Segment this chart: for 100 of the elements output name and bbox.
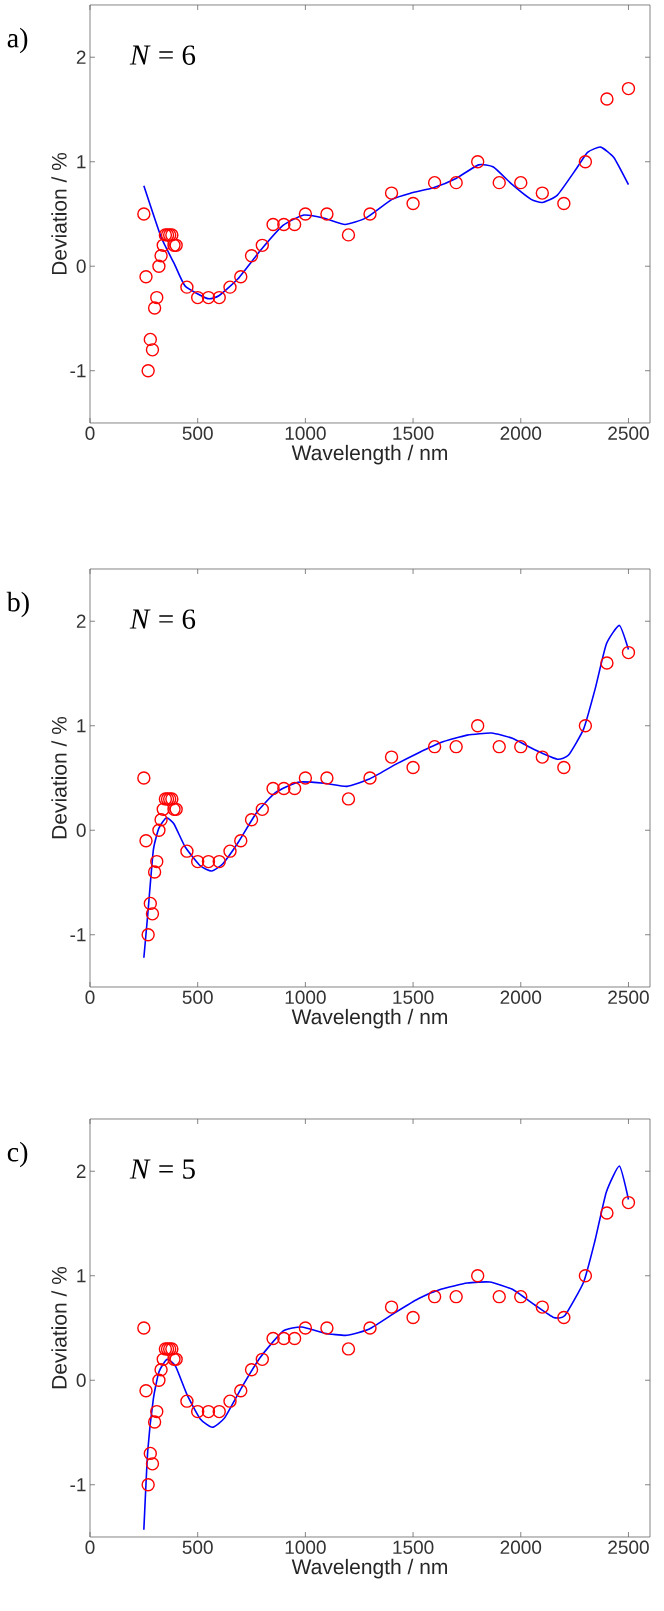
line-series (143, 146, 630, 300)
y-tick-label: 0 (76, 1373, 86, 1387)
x-tick-label: 2000 (500, 1540, 542, 1554)
point (535, 186, 550, 200)
y-axis-title: Deviation / % (51, 716, 67, 839)
point (406, 760, 420, 775)
y-axis-title: Deviation / % (51, 1266, 67, 1389)
point (223, 844, 237, 858)
point (152, 259, 166, 273)
point (277, 781, 291, 796)
point (137, 1321, 151, 1335)
point (320, 207, 334, 221)
point (406, 196, 420, 211)
point (255, 238, 270, 253)
point (287, 781, 302, 796)
text: c) (7, 1141, 28, 1168)
point (492, 1289, 506, 1304)
point (201, 1404, 216, 1419)
annotation: N = 6 (129, 45, 196, 65)
point (147, 301, 162, 315)
point (578, 155, 593, 169)
y-tick-label: 0 (76, 823, 86, 837)
x-tick-label: 1000 (285, 426, 326, 440)
point (141, 1478, 155, 1492)
point (139, 833, 153, 848)
point (154, 813, 168, 827)
text: a) (7, 27, 28, 54)
point (600, 92, 614, 106)
y-axis-title: Deviation / % (51, 152, 67, 275)
point (152, 823, 166, 837)
point (156, 238, 170, 253)
point (223, 1394, 237, 1408)
point (298, 771, 313, 785)
point (139, 1384, 153, 1398)
point (141, 928, 155, 942)
point (298, 207, 313, 221)
point (320, 1321, 334, 1335)
point (341, 1342, 356, 1356)
point (363, 1321, 377, 1335)
point (244, 249, 259, 263)
point (471, 1269, 485, 1283)
point (212, 290, 226, 305)
point (514, 1289, 528, 1304)
point (600, 1206, 614, 1220)
point (145, 1457, 160, 1471)
point (535, 1300, 550, 1314)
point (384, 750, 399, 764)
y-tick-label: 1 (77, 1269, 86, 1283)
x-tick-label: 2500 (608, 426, 649, 440)
point (147, 865, 162, 879)
y-tick-label: 2 (76, 614, 86, 628)
x-tick-label: 1000 (285, 1540, 326, 1554)
point (287, 1331, 302, 1346)
point (363, 771, 377, 785)
point (147, 1415, 162, 1429)
x-tick-label: 1000 (285, 990, 326, 1004)
point (234, 833, 248, 848)
point (180, 1394, 194, 1408)
point (298, 1321, 313, 1335)
point (557, 1310, 571, 1325)
x-tick-label: 500 (182, 990, 213, 1004)
point (266, 217, 280, 232)
point (277, 217, 291, 232)
x-tick-label: 1500 (393, 990, 434, 1004)
point (384, 186, 399, 200)
x-tick-label: 500 (182, 1540, 213, 1554)
point (137, 207, 151, 221)
text: b) (6, 591, 29, 618)
annotation: N = 6 (129, 609, 196, 629)
point (600, 656, 614, 670)
point (180, 844, 194, 858)
point (143, 896, 158, 911)
point (145, 907, 160, 921)
point (449, 1289, 463, 1304)
annotation: N = 5 (129, 1159, 195, 1179)
point (384, 1300, 399, 1314)
y-tick-label: 1 (77, 155, 86, 169)
point (535, 750, 550, 764)
x-axis-title: Wavelength / nm (291, 1008, 447, 1029)
point (150, 290, 164, 305)
x-axis-title: Wavelength / nm (291, 444, 447, 465)
point (341, 228, 356, 242)
y-tick-label: 0 (76, 259, 86, 273)
point (156, 1352, 170, 1367)
point (145, 343, 160, 357)
x-tick-label: 2000 (500, 990, 542, 1004)
point (557, 196, 571, 211)
y-tick-label: 1 (77, 719, 86, 733)
point (201, 854, 216, 869)
point (139, 269, 153, 284)
point (427, 1289, 442, 1304)
point (449, 175, 463, 190)
y-tick-label: 2 (76, 1164, 86, 1178)
point (141, 364, 155, 378)
point (201, 290, 216, 305)
point (471, 155, 485, 169)
point (266, 781, 280, 796)
point (190, 854, 205, 869)
point (406, 1310, 420, 1325)
point (621, 81, 636, 96)
